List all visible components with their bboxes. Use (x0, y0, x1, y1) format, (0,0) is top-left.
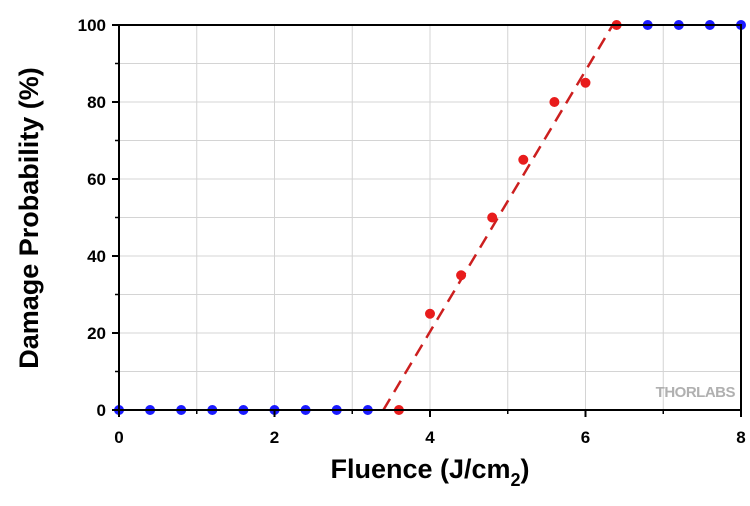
thorlabs-watermark: THORLABS (656, 384, 736, 401)
data-point-red (487, 212, 498, 223)
y-tick-label: 40 (87, 247, 106, 266)
x-axis-title-suffix: ) (521, 454, 530, 484)
y-tick-label: 60 (87, 170, 106, 189)
y-axis-title: Damage Probability (%) (14, 67, 44, 369)
grid (118, 24, 742, 411)
fit-line-layer (382, 24, 614, 411)
x-axis-title-subscript: 2 (511, 470, 521, 490)
data-point-red (518, 154, 529, 165)
axis-ticks (112, 24, 742, 417)
x-tick-label: 2 (270, 428, 279, 447)
y-tick-label: 100 (78, 16, 106, 35)
y-tick-label: 80 (87, 93, 106, 112)
data-point-red (425, 308, 435, 319)
x-axis-title-main: Fluence (J/cm (330, 454, 510, 484)
data-point-red (580, 77, 591, 88)
x-tick-label: 8 (736, 428, 745, 447)
fit-line (382, 24, 614, 411)
y-tick-label: 20 (87, 324, 106, 343)
x-tick-label: 6 (581, 428, 590, 447)
data-point-red (456, 270, 467, 281)
x-tick-label: 4 (425, 428, 435, 447)
y-tick-label: 0 (97, 401, 106, 420)
data-point-red (549, 97, 560, 107)
x-axis-title: Fluence (J/cm2) (330, 454, 529, 490)
x-tick-label: 0 (114, 428, 123, 447)
